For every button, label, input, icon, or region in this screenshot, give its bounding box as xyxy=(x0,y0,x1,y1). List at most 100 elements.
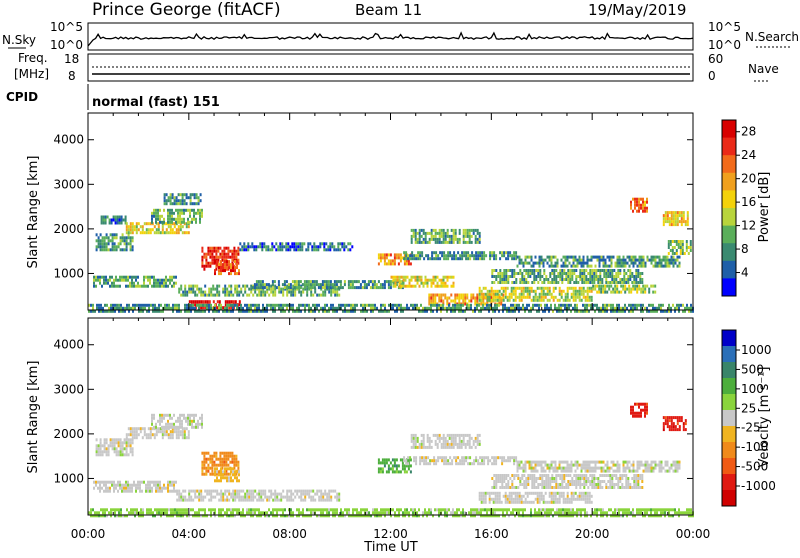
heatmap-cell xyxy=(533,278,535,281)
heatmap-cell xyxy=(106,304,108,307)
heatmap-cell xyxy=(128,228,130,231)
heatmap-cell xyxy=(588,304,590,307)
heatmap-cell xyxy=(395,279,397,282)
heatmap-cell xyxy=(686,304,688,307)
heatmap-cell xyxy=(93,282,95,285)
heatmap-cell xyxy=(439,232,441,235)
heatmap-cell xyxy=(521,281,523,284)
heatmap-cell xyxy=(494,304,496,307)
heatmap-cell xyxy=(157,215,159,218)
heatmap-cell xyxy=(298,490,300,493)
heatmap-cell xyxy=(218,266,220,269)
heatmap-cell xyxy=(192,291,194,294)
heatmap-cell xyxy=(509,299,511,302)
heatmap-cell xyxy=(166,430,168,433)
heatmap-cell xyxy=(470,297,472,300)
heatmap-cell xyxy=(184,285,186,288)
heatmap-cell xyxy=(497,498,499,501)
heatmap-cell xyxy=(358,280,360,283)
heatmap-cell xyxy=(292,307,294,310)
heatmap-cell xyxy=(396,467,398,470)
heatmap-cell xyxy=(523,275,525,278)
heatmap-cell xyxy=(612,304,614,307)
heatmap-cell xyxy=(521,299,523,302)
heatmap-cell xyxy=(162,231,164,234)
heatmap-cell xyxy=(443,446,445,449)
heatmap-cell xyxy=(507,287,509,290)
heatmap-cell xyxy=(180,202,182,205)
heatmap-cell xyxy=(541,256,543,259)
heatmap-cell xyxy=(455,232,457,235)
heatmap-cell xyxy=(541,483,543,486)
heatmap-cell xyxy=(413,437,415,440)
heatmap-cell xyxy=(195,414,197,417)
heatmap-cell xyxy=(559,501,561,504)
heatmap-cell xyxy=(636,204,638,207)
heatmap-cell xyxy=(501,299,503,302)
heatmap-cell xyxy=(122,444,124,447)
heatmap-cell xyxy=(679,265,681,268)
heatmap-cell xyxy=(176,433,178,436)
heatmap-cell xyxy=(595,256,597,259)
heatmap-cell xyxy=(505,501,507,504)
heatmap-cell xyxy=(546,304,548,307)
heatmap-cell xyxy=(214,272,216,275)
heatmap-cell xyxy=(621,477,623,480)
heatmap-cell xyxy=(557,281,559,284)
heatmap-cell xyxy=(457,456,459,459)
heatmap-cell xyxy=(437,254,439,257)
heatmap-cell xyxy=(230,263,232,266)
heatmap-cell xyxy=(453,434,455,437)
heatmap-cell xyxy=(403,251,405,254)
heatmap-cell xyxy=(390,253,392,256)
heatmap-cell xyxy=(541,287,543,290)
heatmap-cell xyxy=(591,275,593,278)
heatmap-cell xyxy=(642,285,644,288)
heatmap-cell xyxy=(434,297,436,300)
heatmap-cell xyxy=(575,269,577,272)
heatmap-cell xyxy=(609,281,611,284)
heatmap-cell xyxy=(485,254,487,257)
heatmap-cell xyxy=(320,490,322,493)
heatmap-cell xyxy=(284,286,286,289)
heatmap-cell xyxy=(215,250,217,253)
heatmap-cell xyxy=(597,483,599,486)
heatmap-cell xyxy=(571,269,573,272)
heatmap-cell xyxy=(477,437,479,440)
heatmap-cell xyxy=(226,266,228,269)
heatmap-cell xyxy=(286,280,288,283)
heatmap-cell xyxy=(200,490,202,493)
heatmap-cell xyxy=(135,490,137,493)
heatmap-cell xyxy=(545,461,547,464)
heatmap-cell xyxy=(551,293,553,296)
heatmap-cell xyxy=(619,474,621,477)
heatmap-cell xyxy=(150,436,152,439)
heatmap-cell xyxy=(100,245,102,248)
heatmap-cell xyxy=(95,484,97,487)
heatmap-cell xyxy=(327,245,329,248)
heatmap-cell xyxy=(170,202,172,205)
heatmap-cell xyxy=(593,281,595,284)
heatmap-cell xyxy=(557,483,559,486)
heatmap-cell xyxy=(99,481,101,484)
heatmap-cell xyxy=(559,483,561,486)
heatmap-cell xyxy=(234,269,236,272)
heatmap-cell xyxy=(182,496,184,499)
heatmap-cell xyxy=(537,486,539,489)
heatmap-cell xyxy=(535,293,537,296)
heatmap-cell xyxy=(579,296,581,299)
heatmap-cell xyxy=(533,269,535,272)
heatmap-cell xyxy=(306,280,308,283)
heatmap-cell xyxy=(131,279,133,282)
heatmap-cell xyxy=(257,245,259,248)
heatmap-cell xyxy=(103,216,105,219)
heatmap-cell xyxy=(539,256,541,259)
heatmap-cell xyxy=(237,464,239,467)
heatmap-cell xyxy=(223,455,225,458)
heatmap-cell xyxy=(543,483,545,486)
heatmap-cell xyxy=(198,199,200,202)
heatmap-cell xyxy=(600,307,602,310)
heatmap-cell xyxy=(678,246,680,249)
heatmap-cell xyxy=(290,291,292,294)
heatmap-cell xyxy=(141,285,143,288)
